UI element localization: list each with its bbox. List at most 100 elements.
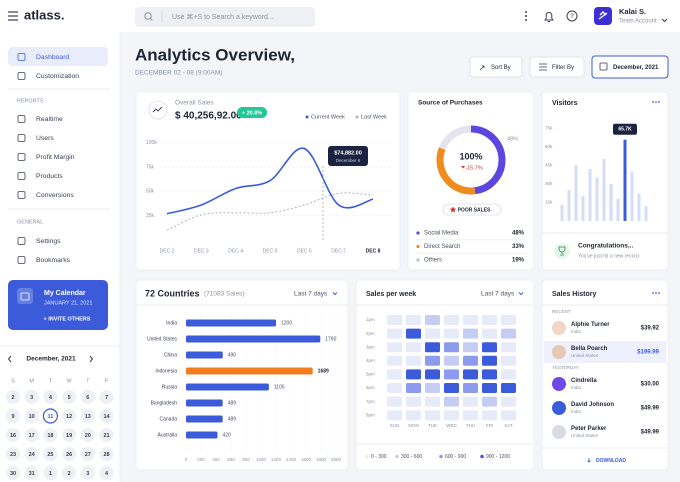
day-cell[interactable]	[24, 466, 39, 480]
bar	[186, 431, 218, 439]
download-button[interactable]: DOWNLOAD	[596, 458, 626, 464]
day-label[interactable]: 17	[29, 433, 35, 439]
more-icon[interactable]	[652, 101, 660, 103]
help-icon[interactable]	[566, 10, 578, 22]
day-cell[interactable]	[24, 428, 39, 442]
customer-name[interactable]: Peter Parker	[571, 426, 607, 432]
nav-item[interactable]: Dashboard	[36, 54, 69, 61]
day-label[interactable]: 6	[86, 395, 89, 401]
filter-button[interactable]	[529, 56, 585, 78]
day-cell[interactable]	[80, 466, 95, 480]
day-cell[interactable]	[43, 466, 58, 480]
day-cell[interactable]	[24, 409, 39, 423]
sort-button[interactable]	[469, 56, 523, 78]
nav-item[interactable]: Customization	[36, 73, 79, 80]
day-cell[interactable]	[80, 447, 95, 461]
day-label[interactable]: 28	[103, 452, 109, 458]
day-label[interactable]: 24	[29, 452, 36, 458]
period-select[interactable]: Last 7 days	[294, 291, 328, 298]
chevron[interactable]	[332, 292, 338, 296]
day-label[interactable]: 13	[85, 414, 91, 420]
day-cell[interactable]	[80, 409, 95, 423]
day-label[interactable]: 3	[30, 395, 33, 401]
day-cell[interactable]	[62, 428, 77, 442]
day-label[interactable]: 9	[11, 414, 14, 420]
heat-cell	[387, 383, 402, 393]
nav-item[interactable]: Settings	[36, 238, 61, 245]
day-cell[interactable]	[6, 447, 20, 461]
day-cell[interactable]	[6, 390, 20, 404]
day-label[interactable]: 4	[49, 395, 53, 401]
day-label[interactable]: 18	[47, 433, 53, 439]
legend-label: 900 - 1200	[486, 454, 510, 460]
prev-month[interactable]	[7, 355, 12, 363]
day-label[interactable]: 27	[85, 452, 91, 458]
period-select[interactable]: Last 7 days	[481, 291, 515, 298]
chevron[interactable]	[661, 18, 668, 23]
day-cell[interactable]	[99, 390, 114, 404]
day-cell[interactable]	[43, 390, 58, 404]
day-label[interactable]: 10	[29, 414, 35, 420]
next-month[interactable]	[89, 355, 94, 363]
day-cell[interactable]	[6, 428, 20, 442]
day-label[interactable]: 3	[86, 471, 89, 477]
day-label[interactable]: 1	[49, 471, 52, 477]
day-label[interactable]: 2	[11, 395, 14, 401]
day-label[interactable]: 21	[103, 433, 109, 439]
bar	[574, 165, 578, 221]
chevron[interactable]	[518, 292, 524, 296]
nav-item[interactable]: Products	[36, 173, 63, 180]
day-cell[interactable]	[42, 408, 59, 424]
customer-name[interactable]: Alphie Turner	[571, 322, 610, 328]
day-cell[interactable]	[24, 447, 39, 461]
day-cell[interactable]	[99, 409, 114, 423]
day-cell[interactable]	[80, 428, 95, 442]
bell-icon[interactable]	[544, 11, 554, 22]
day-cell[interactable]	[99, 447, 114, 461]
day-cell[interactable]	[62, 390, 77, 404]
day-cell[interactable]	[62, 447, 77, 461]
calendar-card[interactable]	[8, 280, 108, 330]
day-cell[interactable]	[43, 428, 58, 442]
period-button[interactable]	[591, 55, 669, 79]
nav-item[interactable]: Conversions	[36, 192, 74, 199]
day-label[interactable]: 19	[66, 433, 72, 439]
invite-button[interactable]: + INVITE OTHERS	[44, 316, 91, 322]
day-cell[interactable]	[62, 466, 77, 480]
customer-name[interactable]: Bella Poarch	[571, 346, 608, 352]
more-icon[interactable]	[525, 11, 527, 21]
day-label[interactable]: 16	[10, 433, 16, 439]
day-cell[interactable]	[43, 447, 58, 461]
day-label[interactable]: 12	[66, 414, 72, 420]
day-cell[interactable]	[6, 466, 20, 480]
nav-item[interactable]: Bookmarks	[36, 257, 71, 264]
day-label[interactable]: 4	[105, 471, 109, 477]
weekday-label: T	[86, 378, 90, 384]
day-label[interactable]: 23	[10, 452, 16, 458]
day-cell[interactable]	[99, 428, 114, 442]
day-cell[interactable]	[62, 409, 77, 423]
day-label[interactable]: 26	[66, 452, 72, 458]
menu-icon[interactable]	[8, 11, 18, 21]
day-label[interactable]: 20	[85, 433, 91, 439]
nav-item[interactable]: Users	[36, 135, 54, 142]
day-cell[interactable]	[24, 390, 39, 404]
day-cell[interactable]	[80, 390, 95, 404]
day-label[interactable]: 25	[47, 452, 53, 458]
day-label[interactable]: 14	[103, 414, 110, 420]
day-cell[interactable]	[99, 466, 114, 480]
day-label[interactable]: 7	[105, 395, 108, 401]
customer-name[interactable]: David Johnson	[571, 402, 614, 408]
day-cell[interactable]	[6, 409, 20, 423]
day-label[interactable]: 31	[29, 471, 35, 477]
nav-item[interactable]: Realtime	[36, 116, 63, 123]
day-label[interactable]: 5	[68, 395, 71, 401]
more-icon[interactable]	[652, 292, 660, 294]
search-box[interactable]	[135, 7, 315, 27]
day-label[interactable]: 30	[10, 471, 16, 477]
nav-item[interactable]: Profit Margin	[36, 154, 75, 161]
customer-name[interactable]: Cindrella	[571, 378, 597, 384]
day-label[interactable]: 11	[47, 414, 53, 420]
day-label[interactable]: 2	[68, 471, 71, 477]
heat-cell	[444, 369, 459, 380]
